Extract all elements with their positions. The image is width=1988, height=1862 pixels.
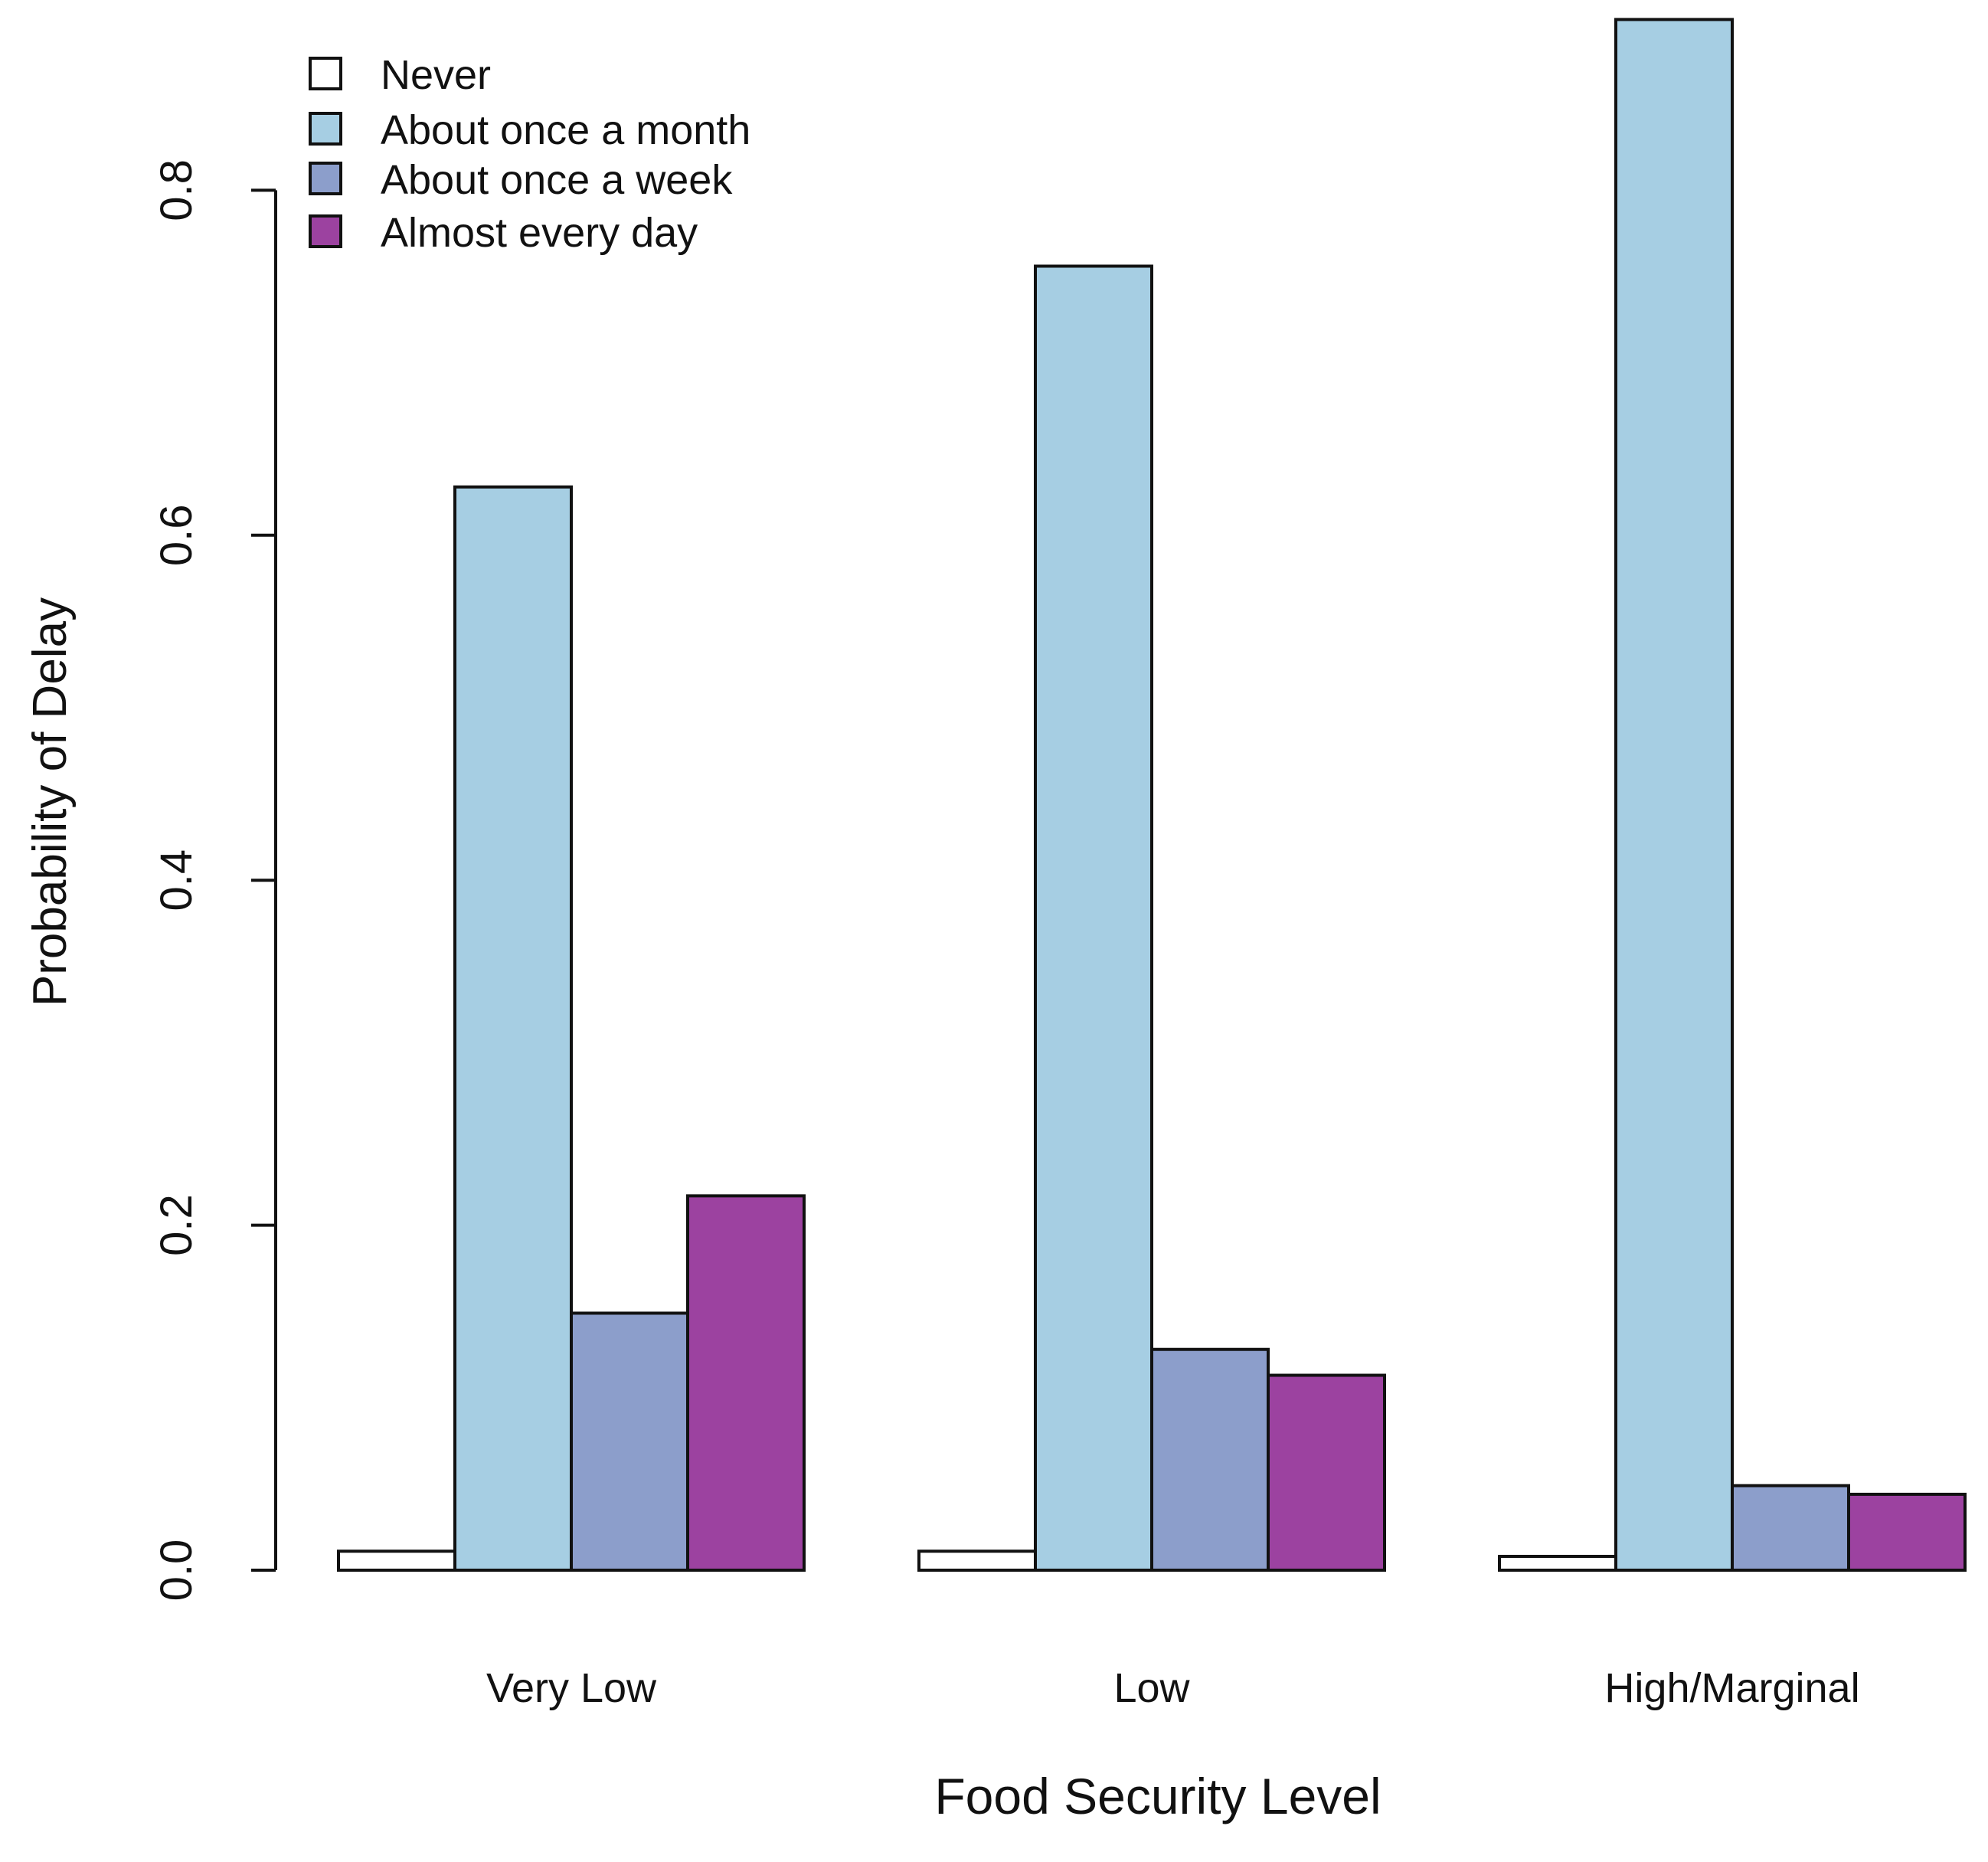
bar (1731, 1484, 1850, 1572)
bar (337, 1549, 456, 1572)
category-labels: Very Low Low High/Marginal (486, 1665, 1860, 1711)
bar (453, 485, 573, 1572)
bar (917, 1549, 1037, 1572)
y-tick-label: 0.0 (152, 1540, 201, 1602)
bar (1498, 1554, 1617, 1572)
bars (337, 18, 1967, 1572)
y-axis-title: Probability of Delay (24, 597, 77, 1006)
legend-swatch (309, 214, 342, 248)
legend-swatch (309, 112, 342, 146)
legend-label: About once a week (381, 157, 733, 203)
y-axis: 0.0 0.2 0.4 0.6 0.8 (152, 159, 277, 1602)
y-tick-label: 0.8 (152, 159, 201, 221)
bar (570, 1311, 689, 1572)
bar (1267, 1373, 1386, 1572)
bar (686, 1194, 806, 1572)
legend-swatch (309, 162, 342, 195)
bar (1150, 1347, 1270, 1572)
legend-label: Almost every day (381, 210, 698, 256)
y-tick-label: 0.6 (152, 504, 201, 566)
x-category-label: Very Low (486, 1665, 657, 1711)
legend-swatch (309, 57, 342, 90)
y-tick-label: 0.4 (152, 849, 201, 911)
legend-label: Never (381, 52, 491, 98)
x-axis-title: Food Security Level (934, 1768, 1381, 1824)
bar (1614, 18, 1734, 1572)
legend-label: About once a month (381, 107, 750, 153)
x-category-label: High/Marginal (1604, 1665, 1859, 1711)
bar (1034, 264, 1153, 1572)
y-tick-label: 0.2 (152, 1194, 201, 1256)
x-category-label: Low (1113, 1665, 1190, 1711)
bar (1847, 1492, 1967, 1572)
